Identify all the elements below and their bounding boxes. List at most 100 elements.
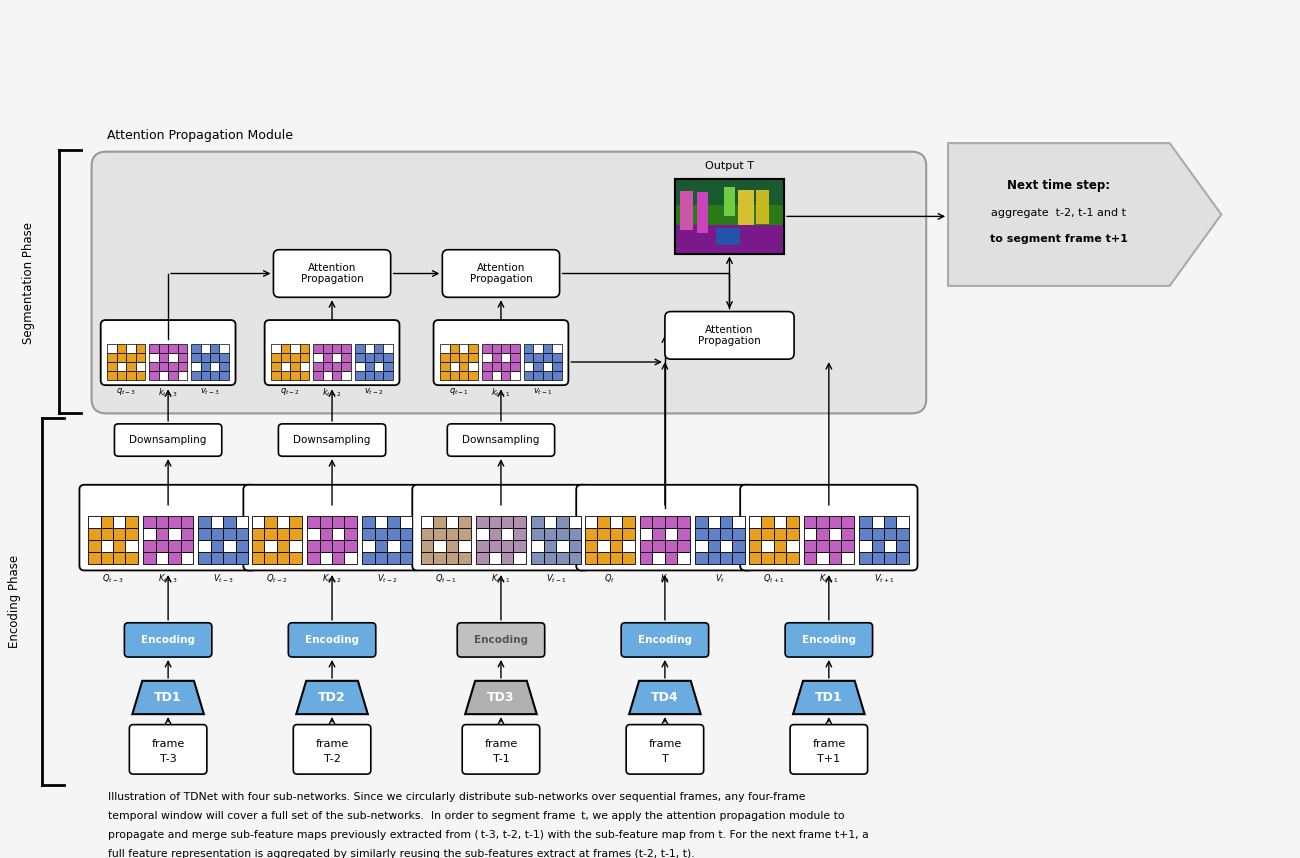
Bar [399,540,412,552]
Bar [459,362,468,371]
Polygon shape [133,681,204,714]
FancyBboxPatch shape [289,623,376,657]
Bar [211,353,220,362]
Bar [126,353,135,362]
Bar [653,540,664,552]
Bar [476,552,489,564]
Bar [749,552,762,564]
Bar [803,528,816,540]
Text: frame: frame [316,739,348,749]
FancyBboxPatch shape [265,320,399,385]
Text: TD2: TD2 [318,691,346,704]
Bar [762,540,774,552]
Bar [433,517,446,528]
Bar [762,552,774,564]
Bar [829,517,841,528]
Bar [399,517,412,528]
Bar [524,362,533,371]
Bar [387,552,399,564]
Bar [732,540,745,552]
Bar [181,540,192,552]
Bar [677,528,690,540]
Bar [450,362,459,371]
Bar [458,540,471,552]
Bar [313,344,322,353]
FancyBboxPatch shape [114,424,222,456]
Bar [675,179,784,253]
Bar [543,528,556,540]
Bar [829,528,841,540]
Text: Illustration of TDNet with four sub-networks. Since we circularly distribute sub: Illustration of TDNet with four sub-netw… [108,792,806,802]
Bar [859,517,871,528]
Bar [458,517,471,528]
Text: $V_{t-2}$: $V_{t-2}$ [377,572,398,584]
Text: Downsampling: Downsampling [130,435,207,445]
Bar [277,552,290,564]
Bar [135,371,146,380]
Bar [178,353,187,362]
Bar [125,517,138,528]
FancyBboxPatch shape [785,623,872,657]
Bar [108,371,117,380]
Bar [675,179,784,253]
Bar [322,371,332,380]
Bar [738,190,754,226]
Bar [156,540,168,552]
Bar [524,344,533,353]
Bar [277,517,290,528]
FancyBboxPatch shape [125,623,212,657]
Bar [220,353,229,362]
Bar [897,517,909,528]
Text: Attention
Propagation: Attention Propagation [469,263,532,284]
Text: Encoding: Encoding [802,635,855,645]
Bar [181,517,192,528]
Bar [374,344,384,353]
Bar [199,528,211,540]
Bar [117,362,126,371]
Bar [724,187,734,216]
Bar [500,344,511,353]
Text: Downsampling: Downsampling [294,435,370,445]
Bar [680,191,693,230]
Bar [532,517,543,528]
Bar [552,353,562,362]
Bar [272,353,281,362]
Text: temporal window will cover a full set of the sub-networks.  In order to segment : temporal window will cover a full set of… [108,811,845,821]
Text: Segmentation Phase: Segmentation Phase [22,221,35,343]
Bar [514,552,525,564]
Bar [200,371,211,380]
Bar [264,552,277,564]
Polygon shape [793,681,864,714]
Bar [168,517,181,528]
Bar [355,344,364,353]
Bar [468,362,478,371]
FancyBboxPatch shape [740,485,918,571]
Bar [543,353,552,362]
Bar [384,344,393,353]
Bar [441,371,450,380]
Bar [732,517,745,528]
Bar [543,362,552,371]
Bar [482,371,491,380]
Bar [211,362,220,371]
Text: $Q_{t-2}$: $Q_{t-2}$ [266,572,287,584]
Bar [364,344,374,353]
Bar [125,528,138,540]
Bar [871,528,884,540]
Bar [143,540,156,552]
Bar [178,362,187,371]
Bar [150,344,159,353]
Text: $v_{t-2}$: $v_{t-2}$ [364,386,384,397]
Bar [125,540,138,552]
Text: Encoding Phase: Encoding Phase [8,555,21,648]
Bar [168,362,178,371]
Bar [384,362,393,371]
Bar [313,362,322,371]
Bar [696,517,707,528]
Bar [117,371,126,380]
Text: $V_{t-1}$: $V_{t-1}$ [546,572,567,584]
Bar [200,344,211,353]
Bar [320,517,332,528]
Bar [677,517,690,528]
Bar [374,371,384,380]
